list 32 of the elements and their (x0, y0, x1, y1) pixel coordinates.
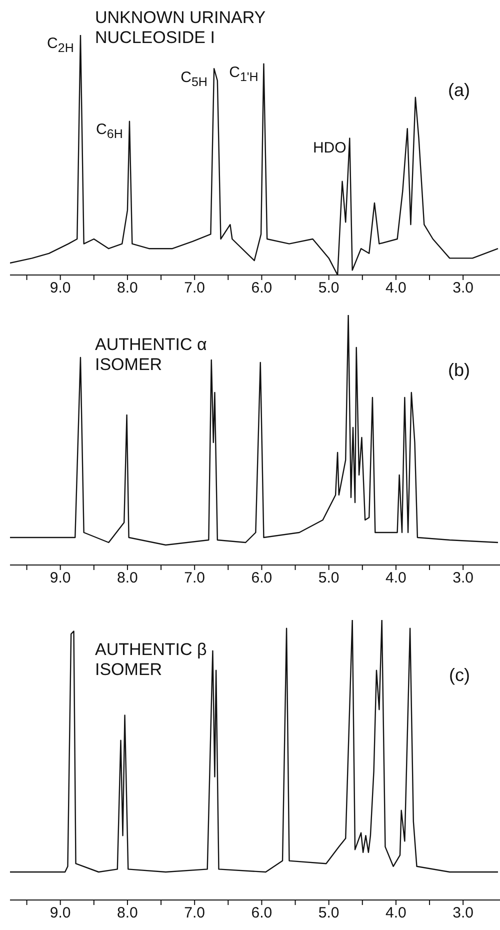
x-tick-label: 8.0 (117, 570, 138, 587)
annotation: (a) (448, 80, 470, 101)
annotation: HDO (312, 140, 346, 157)
x-tick-label: 5.0 (318, 280, 340, 297)
x-tick-label: 9.0 (50, 570, 71, 587)
annotation: (b) (448, 360, 470, 381)
x-tick-label: 7.0 (184, 904, 206, 922)
x-tick-label: 9.0 (50, 280, 71, 297)
x-tick-label: 8.0 (117, 904, 138, 922)
x-tick-label: 5.0 (318, 904, 340, 922)
x-tick-label: 3.0 (452, 904, 474, 922)
annotation: C$_{6H}$ (96, 121, 123, 142)
x-tick-label: 7.0 (184, 280, 206, 297)
x-tick-label: 4.0 (386, 280, 406, 297)
x-tick-label: 8.0 (117, 280, 138, 297)
x-tick-label: 3.0 (452, 570, 474, 587)
annotation: (c) (449, 665, 470, 686)
text: AUTHENTIC α ISOMER (95, 335, 208, 375)
x-tick-label: 6.0 (251, 280, 272, 297)
annotation: C$_{5H}$ (180, 68, 208, 89)
chart-title: UNKNOWN URINARY NUCLEOSIDE I (95, 8, 266, 48)
annotation: C$_{1'H}$ (229, 64, 258, 84)
x-tick-label: 7.0 (184, 570, 206, 587)
x-tick-label: 4.0 (386, 570, 406, 587)
x-tick-label: 3.0 (452, 280, 474, 297)
x-tick-label: 9.0 (50, 904, 71, 922)
x-tick-label: 6.0 (251, 904, 272, 922)
x-tick-label: 5.0 (318, 570, 340, 587)
x-tick-label: 6.0 (251, 570, 272, 587)
annotation: C$_{2H}$ (47, 35, 74, 55)
x-tick-label: 4.0 (386, 904, 406, 922)
text: AUTHENTIC β ISOMER (95, 640, 208, 680)
